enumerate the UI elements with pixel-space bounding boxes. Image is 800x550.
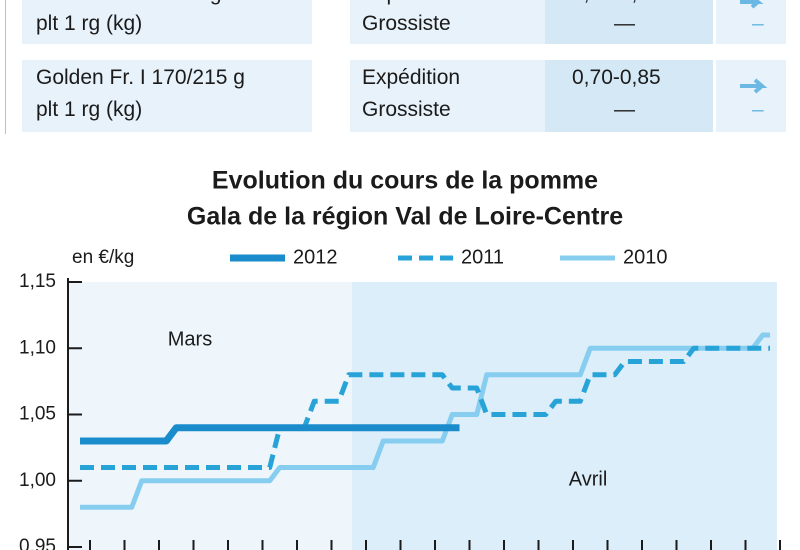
series-line	[80, 345, 770, 470]
chart: Evolution du cours de la pomme Gala de l…	[19, 167, 781, 550]
stage: Expédition	[362, 0, 460, 10]
region-avril	[352, 282, 777, 550]
annotation: Avril	[569, 468, 608, 490]
series-line	[80, 424, 460, 445]
y-tick-label: 1,05	[19, 404, 56, 425]
price: —	[614, 98, 635, 121]
legend-label: 2010	[623, 246, 668, 268]
product: Golden Fr. I 170/215 g	[36, 66, 245, 89]
packaging: plt 1 rg (kg)	[36, 12, 143, 35]
y-axis-label: en €/kg	[72, 247, 134, 268]
price: 0,70-0,85	[572, 66, 661, 89]
region-mars	[68, 282, 352, 550]
trend: –	[752, 98, 764, 121]
trend: –	[752, 12, 764, 35]
arrows	[740, 0, 768, 94]
y-tick-label: 1,00	[19, 470, 56, 491]
legend-label: 2011	[461, 246, 504, 268]
legend-label: 2012	[293, 246, 338, 268]
price: 0,90-1,10	[572, 0, 661, 10]
stage: Expédition	[362, 66, 461, 89]
annotation: Mars	[168, 328, 212, 350]
y-tick-label: 1,10	[19, 337, 56, 358]
packaging: plt 1 rg (kg)	[36, 98, 143, 121]
chart-title: Evolution du cours de la pomme	[212, 167, 598, 195]
chart-title: Gala de la région Val de Loire-Centre	[187, 203, 623, 231]
table: Gala Fr. I 170/215 g plt 1 rg (kg) Expéd…	[0, 0, 800, 140]
stage: Grossiste	[362, 98, 451, 121]
series-line	[80, 332, 770, 510]
y-tick-label: 0,95	[19, 536, 56, 550]
price: —	[614, 12, 635, 35]
stage: Grossiste	[362, 12, 451, 35]
product: Gala Fr. I 170/215 g	[36, 0, 222, 10]
y-tick-label: 1,15	[19, 271, 56, 292]
